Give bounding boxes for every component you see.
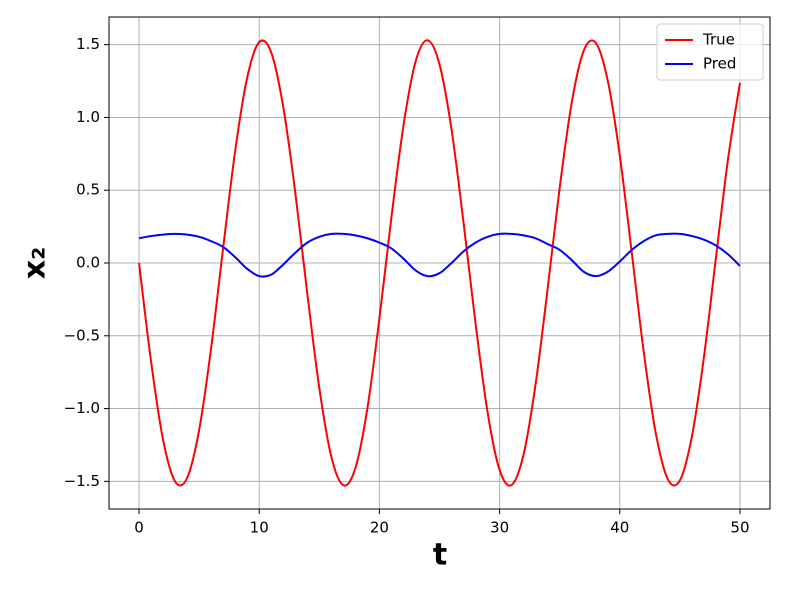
legend: True Pred [656,23,764,81]
legend-label: Pred [703,55,736,73]
x-tick-label: 0 [134,519,144,537]
y-tick-label: 0.0 [76,254,100,272]
x-tick-label: 40 [610,519,629,537]
y-tick-label: −1.0 [64,399,100,417]
legend-box [656,23,764,81]
y-tick-label: 0.5 [76,181,100,199]
x-tick-label: 50 [730,519,749,537]
y-tick-label: −1.5 [64,472,100,490]
line-series [138,232,741,278]
y-axis-label: x₂ [18,247,53,280]
plot-frame [108,16,771,510]
y-tick-label: −0.5 [64,326,100,344]
x-tick-label: 10 [250,519,269,537]
x-tick-label: 20 [370,519,389,537]
x-tick-label: 30 [490,519,509,537]
legend-label: True [702,31,735,49]
y-tick-label: 1.5 [76,35,100,53]
x-axis-label: t [433,538,447,573]
y-tick-label: 1.0 [76,108,100,126]
line-series [138,39,741,487]
